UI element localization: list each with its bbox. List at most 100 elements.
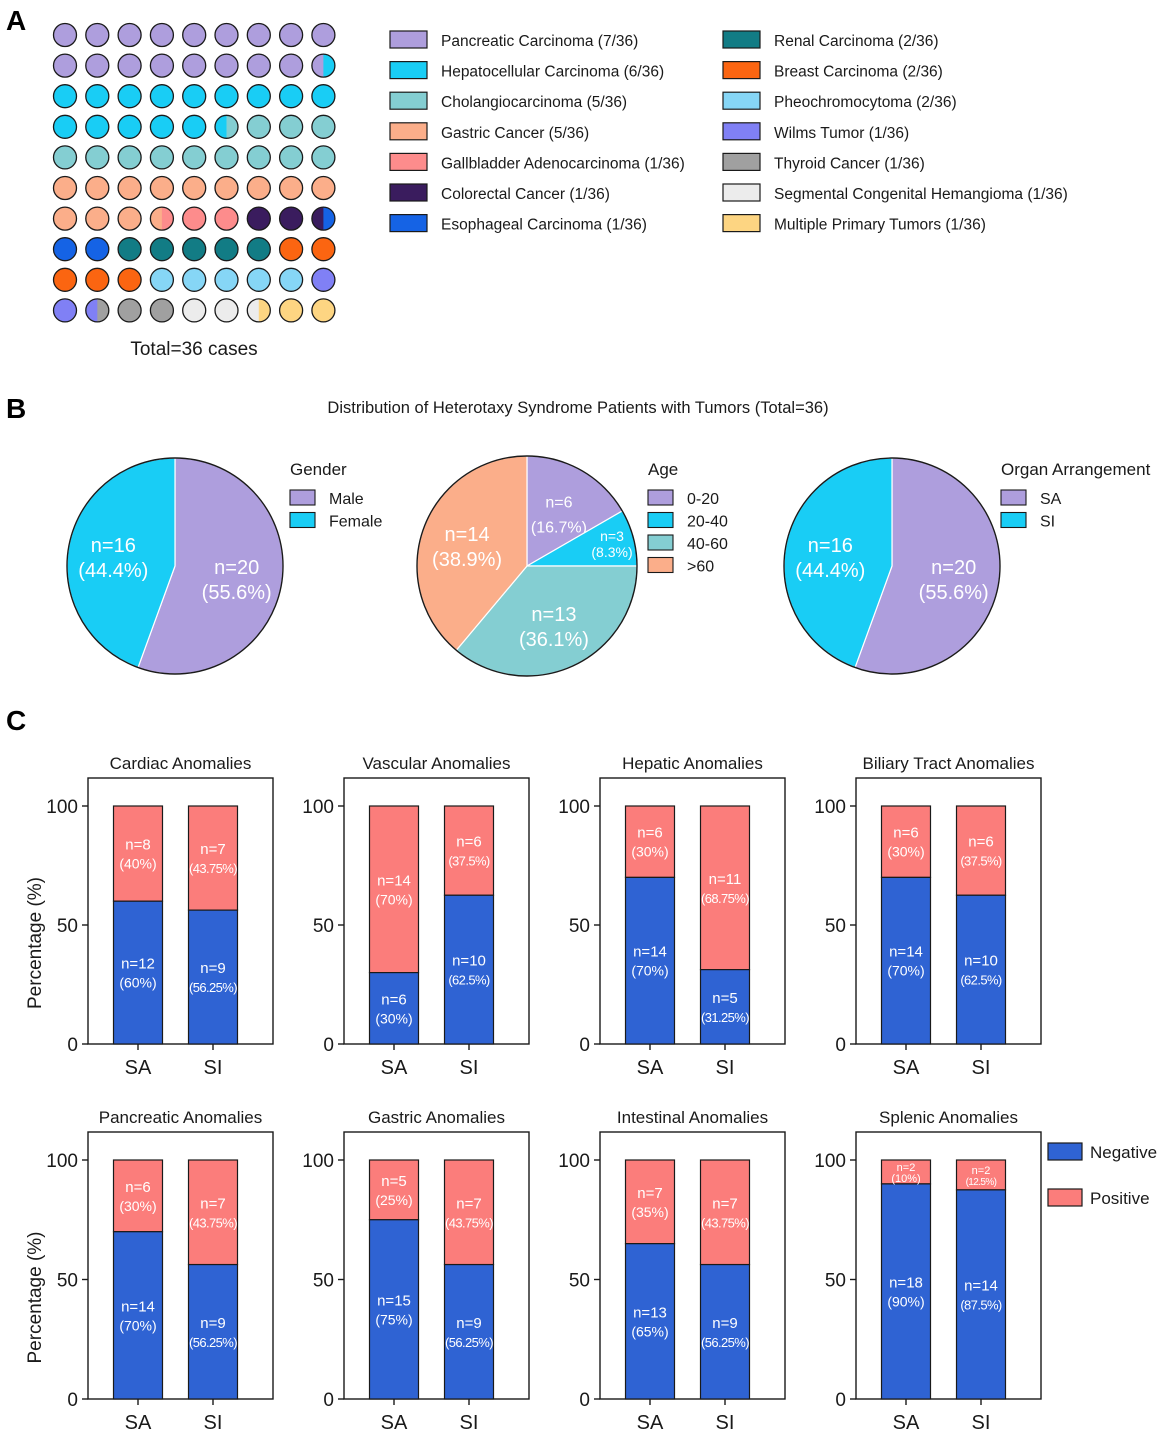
- waffle-cell: [278, 206, 304, 231]
- waffle-dot-part: [226, 115, 238, 139]
- y-tick-label: 100: [46, 1151, 78, 1172]
- pie-chart: n=20 (55.6%) n=16 (44.4%): [66, 457, 284, 675]
- waffle-dot-outline: [311, 267, 336, 292]
- waffle-dot: [311, 23, 335, 47]
- waffle-cell: [149, 267, 175, 292]
- y-axis-label: Percentage (%): [25, 1231, 46, 1363]
- waffle-dot-outline: [311, 175, 336, 201]
- bar-chart-title: Splenic Anomalies: [879, 1108, 1018, 1127]
- bar-positive-n-label: n=6: [893, 825, 918, 842]
- waffle-dot: [150, 268, 174, 292]
- waffle-dot-outline: [214, 206, 239, 231]
- waffle-dot-outline: [182, 53, 207, 78]
- waffle-dot-outline: [278, 114, 304, 139]
- waffle-cell: [117, 237, 142, 262]
- waffle-cell: [52, 267, 78, 292]
- waffle-cell: [246, 237, 271, 262]
- pie-slice-pct-label: (8.3%): [591, 544, 632, 560]
- waffle-dot-outline: [117, 206, 142, 231]
- panel-b-pie-charts: Distribution of Heterotaxy Syndrome Pati…: [66, 399, 1151, 677]
- panel-label-c: C: [6, 705, 26, 736]
- waffle-dot-outline: [214, 53, 239, 78]
- waffle-cell: [149, 175, 175, 201]
- waffle-dot-outline: [182, 22, 207, 48]
- legend-label: Wilms Tumor (1/36): [774, 125, 909, 142]
- bar-positive-n-label: n=7: [637, 1185, 662, 1202]
- waffle-dot-outline: [246, 145, 271, 170]
- bar-positive: [955, 805, 1007, 896]
- waffle-dot: [182, 145, 206, 169]
- bar-chart-frame: [343, 777, 530, 1045]
- bar-positive-pct-label: (68.75%): [701, 891, 749, 906]
- bar-negative-n-label: n=5: [712, 990, 737, 1007]
- y-tick-label: 100: [302, 797, 334, 818]
- waffle-dot-part: [311, 207, 324, 231]
- waffle-cell: [117, 114, 142, 139]
- pie-legend-swatch: [1000, 489, 1027, 506]
- pie-outline: [783, 457, 1001, 675]
- legend-swatch: [389, 122, 428, 141]
- y-tick-label: 100: [558, 1151, 590, 1172]
- y-tick-label: 0: [579, 1035, 590, 1056]
- waffle-dot: [85, 54, 109, 78]
- waffle-dot: [279, 176, 303, 200]
- waffle-dot-outline: [182, 267, 207, 292]
- waffle-dot-outline: [52, 145, 78, 170]
- bar-chart-title: Biliary Tract Anomalies: [863, 754, 1035, 773]
- legend-item: Wilms Tumor (1/36): [722, 122, 909, 142]
- waffle-dot-outline: [182, 237, 207, 262]
- waffle-dot: [150, 54, 174, 78]
- waffle-dot: [118, 176, 142, 200]
- x-tick-label: SI: [460, 1412, 479, 1431]
- y-tick-label: 50: [825, 916, 846, 937]
- waffle-dot-outline: [278, 22, 304, 48]
- bar-legend-swatch: [1047, 1188, 1083, 1207]
- waffle-cell: [311, 298, 336, 323]
- bar-negative-pct-label: (65%): [631, 1323, 668, 1339]
- pie-legend-swatch: [647, 534, 674, 551]
- bar-negative-n-label: n=9: [712, 1315, 737, 1332]
- waffle-cell: [246, 145, 271, 170]
- waffle-dot-outline: [246, 206, 271, 231]
- waffle-dot-outline: [182, 114, 207, 139]
- pie-slice-n-label: n=3: [600, 528, 624, 544]
- waffle-cell: [214, 145, 239, 170]
- waffle-cell: [278, 22, 304, 48]
- legend-label: Pheochromocytoma (2/36): [774, 94, 957, 111]
- waffle-dot: [118, 84, 142, 108]
- bar-negative-pct-label: (70%): [119, 1317, 156, 1333]
- y-tick-label: 0: [835, 1035, 846, 1056]
- bar-chart-frame: [343, 1131, 530, 1400]
- bar-positive-n-label: n=7: [200, 841, 225, 858]
- waffle-cell: [311, 145, 336, 170]
- legend-swatch: [389, 214, 428, 233]
- waffle-dot-outline: [52, 53, 78, 78]
- waffle-dot: [247, 54, 271, 78]
- bar-negative-n-label: n=9: [200, 960, 225, 977]
- bar-negative-n-label: n=15: [377, 1292, 411, 1309]
- bar-chart-title: Vascular Anomalies: [362, 754, 510, 773]
- waffle-dot-outline: [278, 84, 304, 109]
- waffle-dot-outline: [149, 267, 175, 292]
- bar-negative-pct-label: (60%): [119, 975, 156, 991]
- bar-chart-frame: [87, 777, 274, 1045]
- y-tick-label: 0: [67, 1035, 78, 1056]
- pie-chart: n=6 (16.7%) n=3(8.3%) n=13 (36.1%) n=14 (38.9%…: [416, 455, 638, 677]
- bar-positive-pct-label: (12.5%): [966, 1177, 997, 1188]
- waffle-cell: [246, 114, 271, 139]
- x-tick-label: SI: [972, 1412, 991, 1431]
- pie-legend-label: 40-60: [687, 536, 728, 553]
- legend-swatch: [722, 60, 761, 80]
- waffle-dot-outline: [182, 84, 207, 109]
- bar-negative: [624, 1243, 676, 1400]
- waffle-dot-outline: [149, 53, 175, 78]
- waffle-dot-outline: [182, 175, 207, 201]
- waffle-dot-outline: [311, 206, 336, 231]
- waffle-dot-outline: [246, 84, 271, 109]
- bar-chart: Hepatic Anomalies 0 50 100 n=6 (30%) n=14 (70%)…: [558, 754, 786, 1079]
- waffle-dot: [311, 268, 335, 292]
- x-tick-label: SA: [893, 1057, 920, 1079]
- waffle-dot-outline: [85, 206, 110, 231]
- waffle-cell: [246, 175, 271, 201]
